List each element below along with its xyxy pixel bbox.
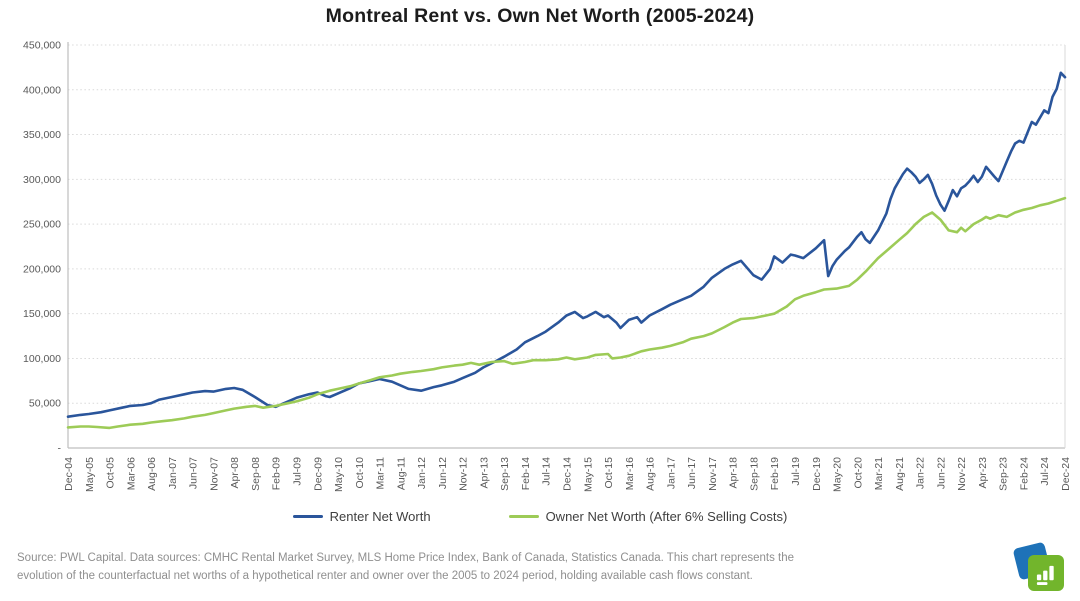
svg-text:Apr-23: Apr-23: [977, 457, 989, 489]
pwl-capital-logo: [1012, 541, 1067, 596]
svg-text:Jun-12: Jun-12: [437, 457, 449, 489]
svg-text:Jul-24: Jul-24: [1039, 457, 1051, 486]
svg-text:Mar-06: Mar-06: [125, 457, 137, 490]
svg-text:250,000: 250,000: [23, 219, 61, 231]
svg-text:May-05: May-05: [84, 457, 96, 492]
svg-text:Jan-12: Jan-12: [416, 457, 428, 489]
svg-text:Jan-17: Jan-17: [665, 457, 677, 489]
svg-text:300,000: 300,000: [23, 174, 61, 186]
legend-label-owner: Owner Net Worth (After 6% Selling Costs): [545, 509, 788, 524]
svg-text:Oct-05: Oct-05: [105, 457, 117, 489]
svg-text:Dec-24: Dec-24: [1060, 457, 1072, 491]
source-note-line1: Source: PWL Capital. Data sources: CMHC …: [17, 552, 795, 564]
svg-text:Mar-21: Mar-21: [873, 457, 885, 490]
svg-text:Sep-23: Sep-23: [998, 457, 1010, 491]
svg-text:Aug-16: Aug-16: [645, 457, 657, 491]
source-note: Source: PWL Capital. Data sources: CMHC …: [17, 549, 917, 585]
svg-text:Feb-14: Feb-14: [520, 457, 532, 490]
owner-line-swatch: [508, 514, 539, 519]
svg-text:Aug-21: Aug-21: [894, 457, 906, 491]
source-note-line2: evolution of the counterfactual net wort…: [17, 570, 753, 582]
legend-item-renter: Renter Net Worth: [292, 509, 431, 524]
svg-text:Jan-07: Jan-07: [167, 457, 179, 489]
svg-text:50,000: 50,000: [29, 398, 61, 410]
svg-text:Dec-04: Dec-04: [63, 457, 75, 491]
svg-text:Mar-16: Mar-16: [624, 457, 636, 490]
svg-text:Feb-19: Feb-19: [769, 457, 781, 490]
svg-text:Jun-07: Jun-07: [188, 457, 200, 489]
svg-text:Feb-24: Feb-24: [1018, 457, 1030, 490]
svg-text:450,000: 450,000: [23, 40, 61, 52]
svg-text:Jun-17: Jun-17: [686, 457, 698, 489]
legend: Renter Net Worth Owner Net Worth (After …: [0, 509, 1080, 524]
svg-text:Aug-06: Aug-06: [146, 457, 158, 491]
svg-text:Dec-09: Dec-09: [312, 457, 324, 491]
svg-text:Mar-11: Mar-11: [375, 457, 387, 490]
svg-text:Jul-09: Jul-09: [291, 457, 303, 486]
svg-text:400,000: 400,000: [23, 84, 61, 96]
svg-text:350,000: 350,000: [23, 129, 61, 141]
svg-text:Nov-22: Nov-22: [956, 457, 968, 491]
svg-text:100,000: 100,000: [23, 353, 61, 365]
legend-label-renter: Renter Net Worth: [329, 509, 431, 524]
svg-text:-: -: [58, 443, 62, 455]
svg-text:Dec-14: Dec-14: [562, 457, 574, 491]
renter-line-swatch: [292, 514, 323, 519]
svg-text:Nov-12: Nov-12: [458, 457, 470, 491]
svg-text:Apr-13: Apr-13: [478, 457, 490, 489]
legend-item-owner: Owner Net Worth (After 6% Selling Costs): [508, 509, 788, 524]
svg-text:Nov-17: Nov-17: [707, 457, 719, 491]
svg-text:200,000: 200,000: [23, 263, 61, 275]
logo-green-square: [1028, 555, 1064, 591]
svg-text:May-10: May-10: [333, 457, 345, 492]
svg-text:Jan-22: Jan-22: [915, 457, 927, 489]
svg-text:Jul-14: Jul-14: [541, 457, 553, 486]
svg-text:Sep-13: Sep-13: [499, 457, 511, 491]
svg-text:Jul-19: Jul-19: [790, 457, 802, 486]
svg-text:May-20: May-20: [832, 457, 844, 492]
svg-text:150,000: 150,000: [23, 308, 61, 320]
svg-text:Sep-18: Sep-18: [748, 457, 760, 491]
svg-text:May-15: May-15: [582, 457, 594, 492]
svg-text:Nov-07: Nov-07: [208, 457, 220, 491]
svg-text:Oct-10: Oct-10: [354, 457, 366, 489]
svg-text:Dec-19: Dec-19: [811, 457, 823, 491]
bar-chart-icon: [1036, 565, 1054, 585]
chart-title: Montreal Rent vs. Own Net Worth (2005-20…: [325, 5, 755, 27]
svg-text:Jun-22: Jun-22: [935, 457, 947, 489]
svg-text:Sep-08: Sep-08: [250, 457, 262, 491]
svg-text:Oct-15: Oct-15: [603, 457, 615, 489]
svg-text:Apr-08: Apr-08: [229, 457, 241, 489]
svg-text:Oct-20: Oct-20: [852, 457, 864, 489]
svg-text:Apr-18: Apr-18: [728, 457, 740, 489]
svg-text:Feb-09: Feb-09: [271, 457, 283, 490]
svg-text:Aug-11: Aug-11: [395, 457, 407, 490]
